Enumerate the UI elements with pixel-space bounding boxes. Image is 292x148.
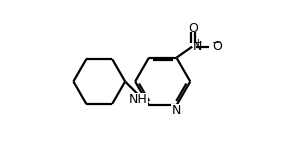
Text: O: O xyxy=(188,22,198,35)
Text: N: N xyxy=(172,104,181,117)
Text: NH: NH xyxy=(128,93,147,106)
Text: O: O xyxy=(212,40,222,53)
Text: +: + xyxy=(194,38,202,48)
Text: N: N xyxy=(193,40,202,53)
Text: −: − xyxy=(212,38,221,48)
